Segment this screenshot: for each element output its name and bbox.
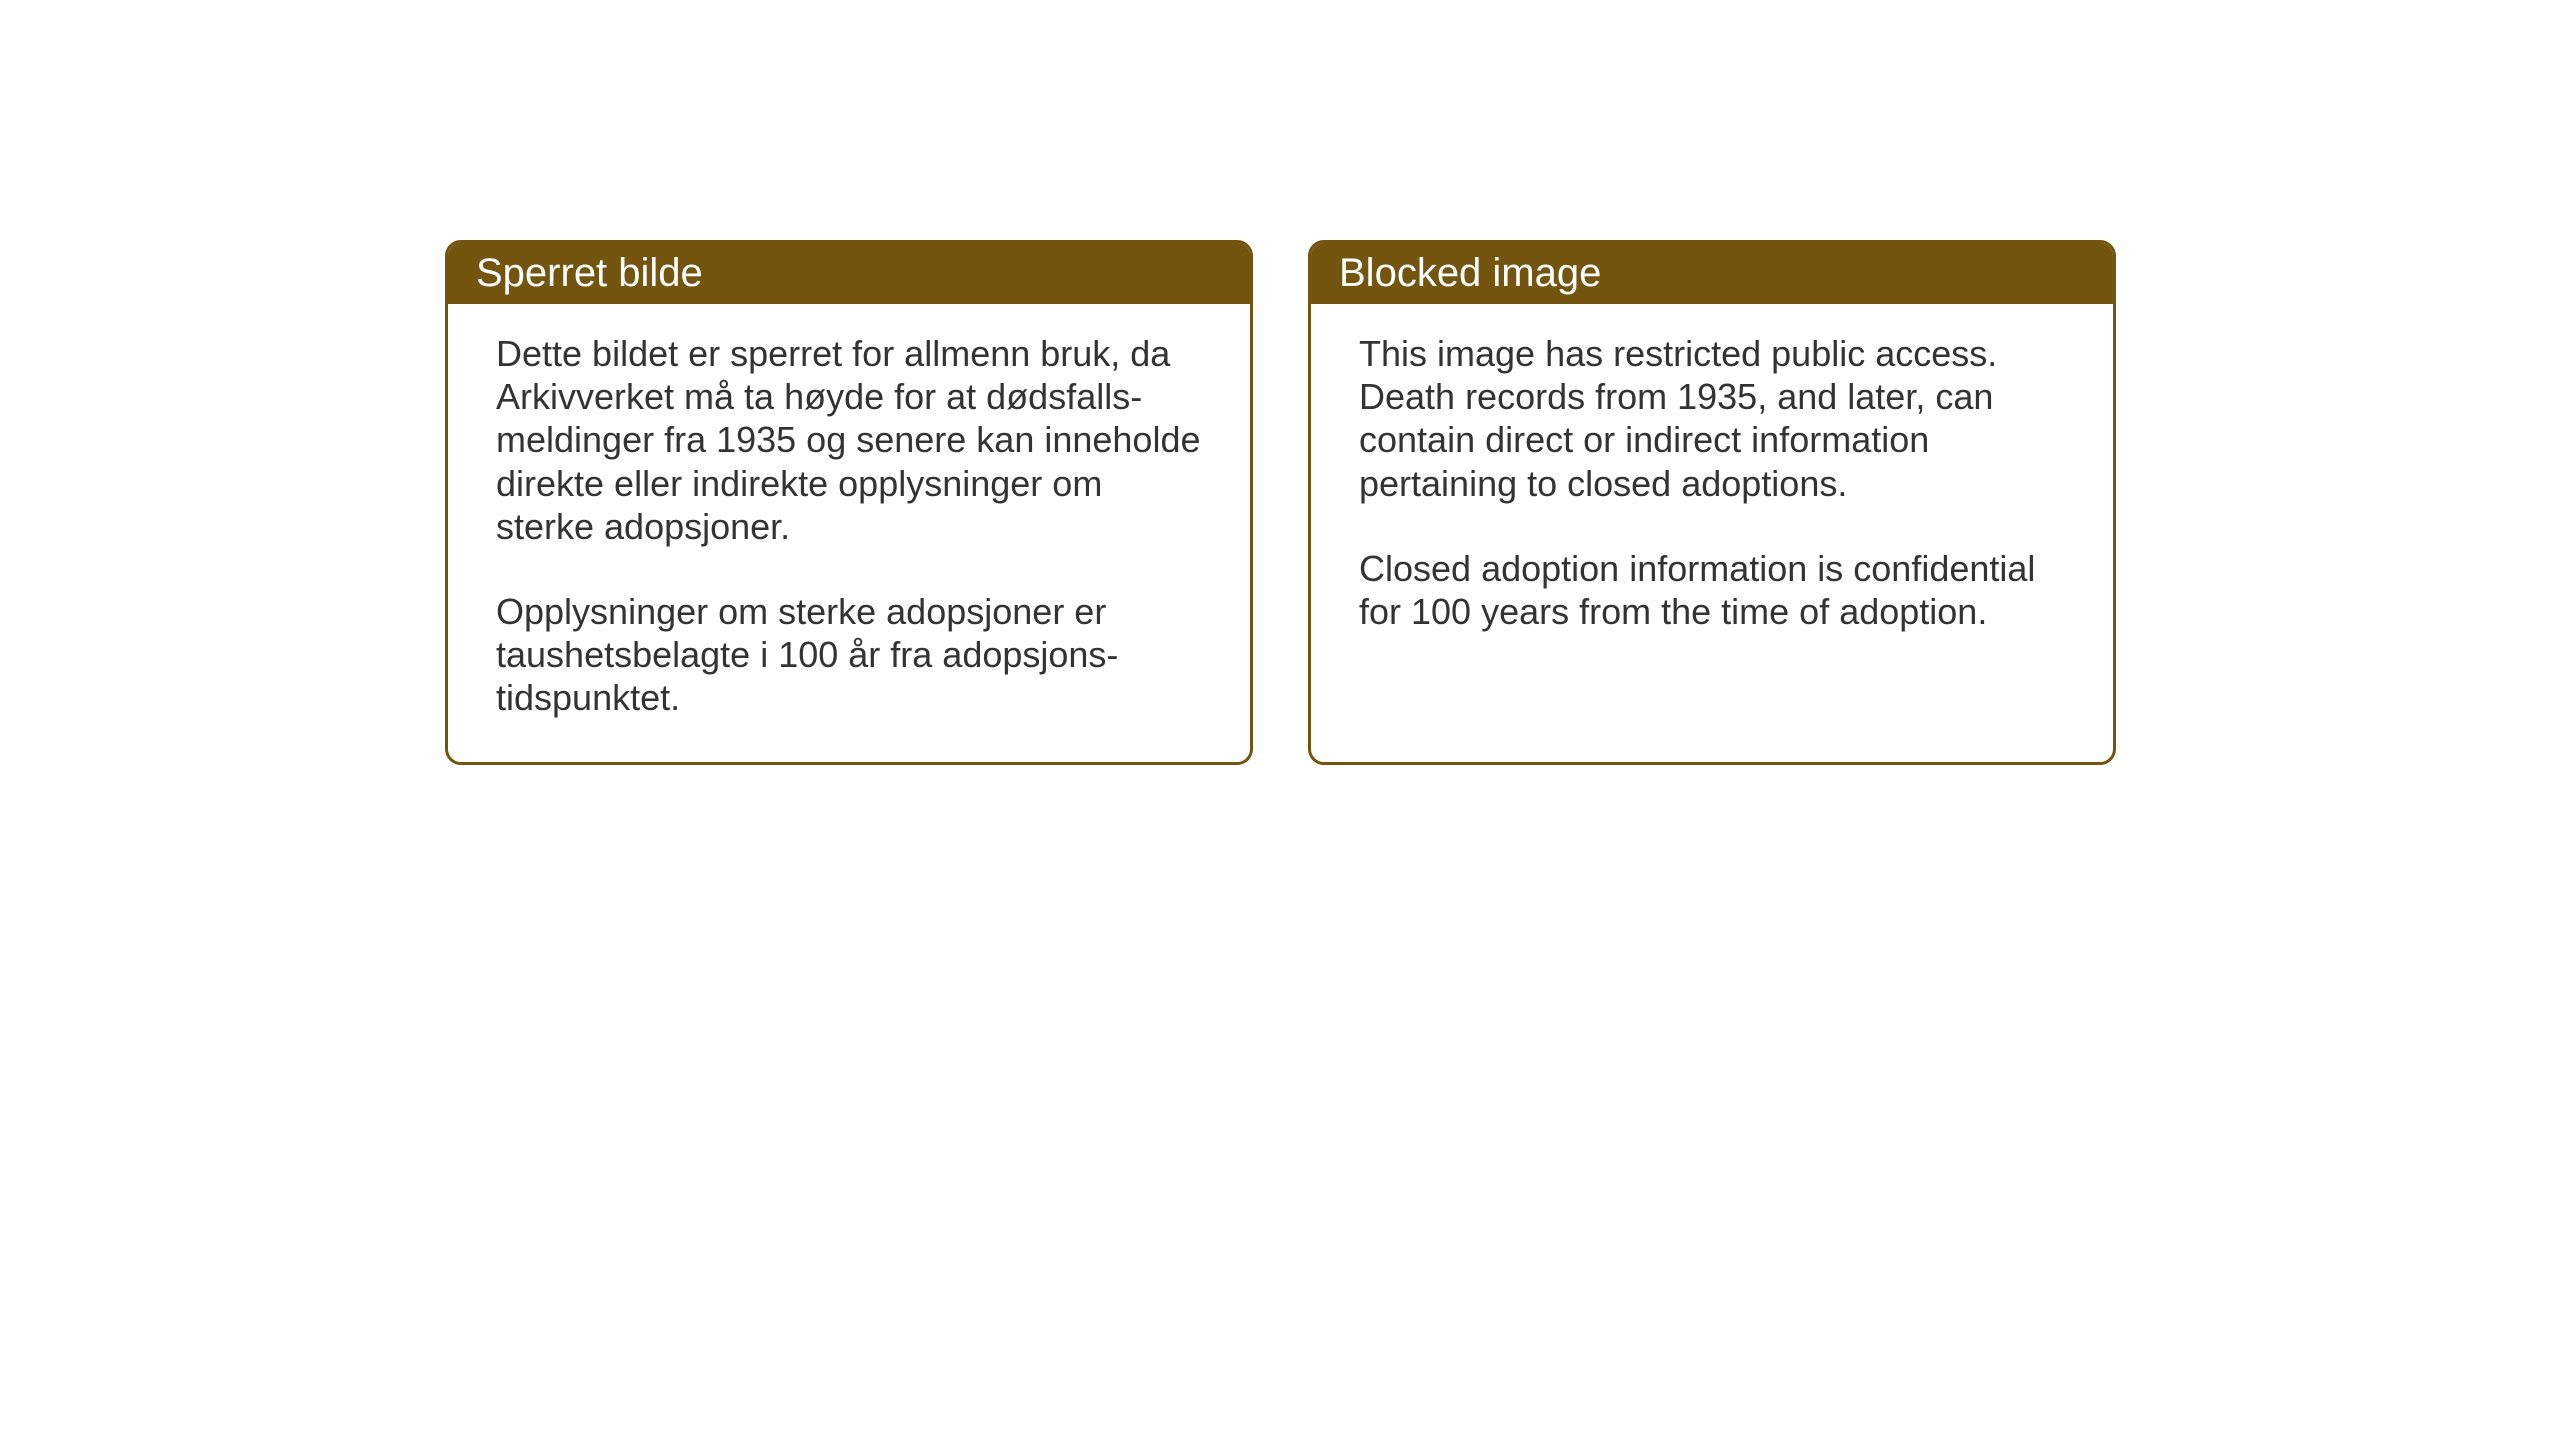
notice-body-norwegian: Dette bildet er sperret for allmenn bruk… [448,304,1250,762]
notice-paragraph: Opplysninger om sterke adopsjoner er tau… [496,590,1202,720]
notice-title: Blocked image [1339,251,1601,295]
notice-paragraph: Dette bildet er sperret for allmenn bruk… [496,332,1202,548]
notice-container: Sperret bilde Dette bildet er sperret fo… [445,240,2116,765]
notice-header-norwegian: Sperret bilde [448,243,1250,304]
notice-card-norwegian: Sperret bilde Dette bildet er sperret fo… [445,240,1253,765]
notice-body-english: This image has restricted public access.… [1311,304,2113,675]
notice-header-english: Blocked image [1311,243,2113,304]
notice-title: Sperret bilde [476,251,703,295]
notice-paragraph: This image has restricted public access.… [1359,332,2065,505]
notice-card-english: Blocked image This image has restricted … [1308,240,2116,765]
notice-paragraph: Closed adoption information is confident… [1359,547,2065,633]
